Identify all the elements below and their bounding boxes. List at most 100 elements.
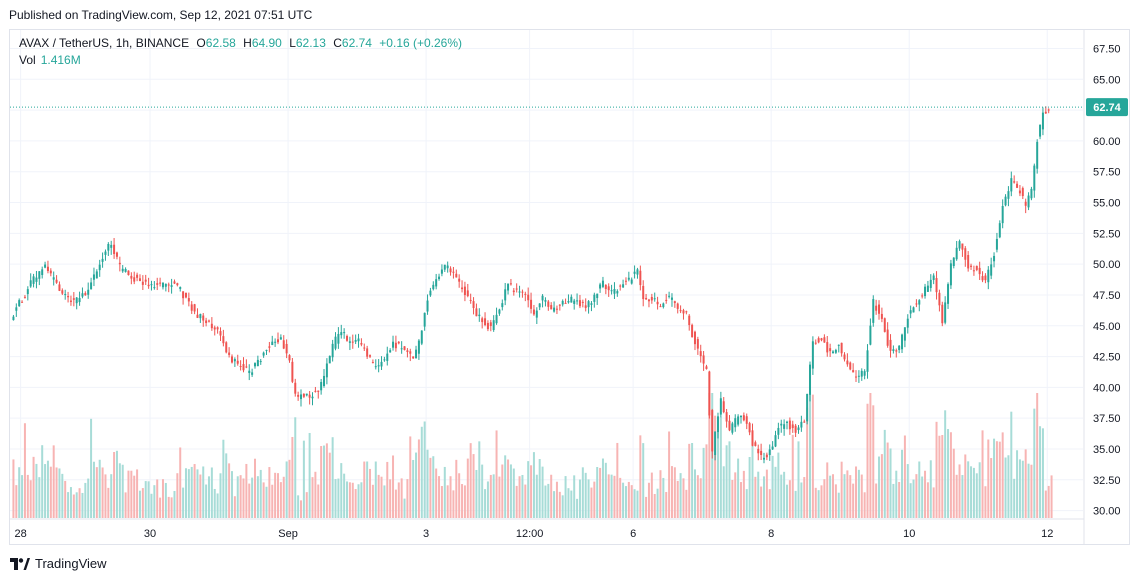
- volume-bar: [403, 498, 406, 518]
- volume-bar: [78, 488, 81, 518]
- volume-bar: [696, 475, 699, 518]
- candle-body: [754, 442, 757, 446]
- volume-bar: [771, 455, 774, 518]
- volume-bar: [35, 463, 38, 518]
- candle-body: [110, 244, 113, 248]
- candle-body: [981, 276, 984, 281]
- candle-body: [647, 299, 650, 302]
- volume-bar: [230, 471, 233, 518]
- volume-bar: [624, 486, 627, 518]
- volume-bar: [553, 491, 556, 518]
- candle-body: [702, 355, 705, 364]
- candle-body: [811, 341, 814, 369]
- candle-body: [104, 251, 107, 255]
- candle-body: [785, 421, 788, 423]
- legend-symbol[interactable]: AVAX / TetherUS, 1h, BINANCE: [19, 36, 190, 50]
- volume-bar: [688, 443, 691, 518]
- candle-body: [127, 270, 130, 276]
- candle-body: [725, 412, 728, 422]
- volume-bar: [693, 469, 696, 518]
- volume-bar: [777, 452, 780, 518]
- volume-bar: [630, 485, 633, 518]
- volume-bar: [524, 484, 527, 518]
- candle-body: [780, 423, 783, 426]
- candle-body: [274, 341, 277, 343]
- candle-body: [207, 320, 210, 322]
- candle-body: [417, 340, 420, 354]
- volume-bar: [898, 481, 901, 518]
- candle-body: [251, 372, 254, 375]
- volume-bar: [29, 480, 32, 518]
- volume-bar: [311, 477, 314, 518]
- volume-bar: [323, 445, 326, 518]
- volume-bar: [354, 489, 357, 518]
- candle-body: [164, 283, 167, 287]
- volume-bar: [1004, 457, 1007, 518]
- candle-body: [843, 354, 846, 360]
- candle-body: [138, 278, 141, 281]
- volume-bar: [159, 497, 162, 518]
- volume-bar: [210, 467, 213, 518]
- candle-body: [446, 265, 449, 269]
- volume-bar: [222, 439, 225, 518]
- candle-body: [803, 421, 806, 423]
- candle-body: [616, 291, 619, 294]
- volume-bar: [967, 461, 970, 518]
- candle-body: [245, 366, 248, 368]
- volume-bar: [515, 485, 518, 518]
- volume-bar: [302, 440, 305, 518]
- volume-bar: [26, 474, 29, 518]
- volume-bar: [860, 474, 863, 518]
- volume-bar: [737, 458, 740, 518]
- volume-bar: [978, 462, 981, 518]
- volume-bar: [527, 461, 530, 518]
- candle-body: [567, 301, 570, 303]
- volume-bar: [852, 483, 855, 518]
- candle-body: [222, 336, 225, 344]
- volume-bar: [532, 452, 535, 518]
- volume-bar: [340, 463, 343, 518]
- candle-body: [504, 289, 507, 301]
- candle-body: [113, 244, 116, 255]
- volume-bar: [121, 464, 124, 518]
- volume-bar: [941, 435, 944, 518]
- volume-bar: [886, 442, 889, 518]
- volume-bar: [665, 491, 668, 518]
- volume-bar: [875, 483, 878, 518]
- volume-bar: [95, 467, 98, 518]
- candle-body: [880, 313, 883, 319]
- candle-body: [308, 394, 311, 398]
- volume-bar: [110, 474, 113, 518]
- candle-body: [797, 427, 800, 431]
- candle-body: [532, 309, 535, 315]
- candle-body: [538, 303, 541, 308]
- candle-body: [662, 303, 665, 308]
- legend-vol-label[interactable]: Vol: [19, 53, 36, 67]
- volume-bar: [417, 439, 420, 518]
- volume-bar: [639, 435, 642, 518]
- y-tick-label: 52.50: [1093, 228, 1121, 240]
- candle-body: [1039, 124, 1042, 137]
- candle-body: [461, 287, 464, 290]
- volume-bar: [412, 459, 415, 518]
- volume-bar: [130, 470, 133, 518]
- legend-vol-value: 1.416M: [40, 53, 81, 67]
- candle-body: [978, 267, 981, 275]
- volume-bar: [699, 478, 702, 518]
- tradingview-brand[interactable]: TradingView: [10, 556, 107, 571]
- volume-bar: [429, 457, 432, 518]
- volume-bar: [205, 484, 208, 518]
- candle-body: [1018, 190, 1021, 194]
- candle-body: [69, 300, 72, 302]
- candle-body: [909, 310, 912, 314]
- volume-bar: [970, 466, 973, 518]
- volume-bar: [72, 494, 75, 518]
- volume-bar: [1036, 393, 1039, 518]
- volume-bar: [676, 480, 679, 518]
- volume-bar: [328, 452, 331, 518]
- candle-body: [239, 366, 242, 368]
- volume-bar: [242, 478, 245, 518]
- candle-body: [783, 424, 786, 429]
